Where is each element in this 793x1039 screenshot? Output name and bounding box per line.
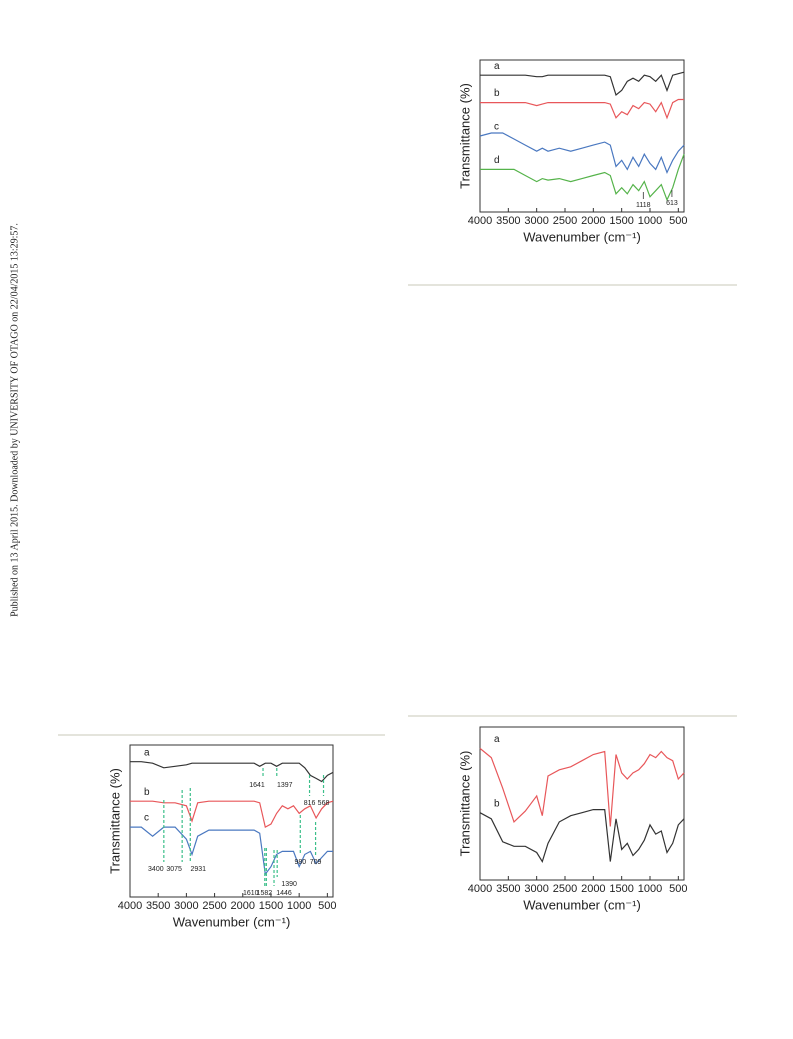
- x-tick-label: 3000: [524, 883, 548, 895]
- x-tick-label: 500: [669, 883, 687, 895]
- peak-label: 2931: [190, 866, 206, 873]
- x-tick-label: 3500: [496, 215, 520, 227]
- x-tick-label: 500: [318, 900, 336, 912]
- peak-label: 1582: [257, 890, 273, 897]
- plot-frame: [479, 726, 685, 881]
- peak-label: 1641: [249, 782, 265, 789]
- y-axis-label: Transmittance (%): [457, 83, 472, 189]
- y-axis-label: Transmittance (%): [107, 768, 122, 874]
- spectrum-line: [480, 153, 685, 202]
- peak-label: 1118: [636, 202, 651, 209]
- plot-frame: [479, 59, 685, 213]
- series-label: a: [494, 61, 500, 72]
- x-tick-label: 1500: [259, 900, 283, 912]
- x-tick-label: 2000: [581, 883, 605, 895]
- spectrum-line: [130, 800, 334, 829]
- spectrum-line: [130, 761, 334, 783]
- peak-label: 709: [310, 859, 322, 866]
- series-label: b: [494, 88, 500, 99]
- peak-label: 816: [304, 800, 316, 807]
- x-tick-label: 4000: [468, 215, 492, 227]
- x-tick-label: 3500: [496, 883, 520, 895]
- x-tick-label: 1000: [287, 900, 311, 912]
- peak-label: 980: [294, 859, 306, 866]
- sidebar-note: Published on 13 April 2015. Downloaded b…: [9, 223, 20, 617]
- y-axis-label: Transmittance (%): [457, 751, 472, 857]
- x-axis-label: Wavenumber (cm⁻¹): [523, 897, 641, 912]
- x-tick-label: 2500: [553, 215, 577, 227]
- x-tick-label: 3000: [174, 900, 198, 912]
- peak-label: 1446: [276, 890, 292, 897]
- spectrum-line: [479, 809, 685, 864]
- peak-label: 613: [666, 200, 678, 207]
- peak-label: 1610: [243, 890, 259, 897]
- peak-label: 1397: [277, 782, 293, 789]
- x-tick-label: 500: [669, 215, 687, 227]
- spectrum-line: [480, 71, 685, 97]
- x-tick-label: 4000: [468, 883, 492, 895]
- series-label: c: [494, 122, 499, 133]
- x-axis-label: Wavenumber (cm⁻¹): [523, 229, 641, 244]
- spectrum-line: [480, 98, 684, 120]
- series-label: b: [144, 787, 150, 798]
- series-label: a: [494, 734, 500, 745]
- series-label: c: [144, 813, 149, 824]
- x-tick-label: 2500: [553, 883, 577, 895]
- peak-label: 568: [318, 800, 330, 807]
- x-tick-label: 1000: [638, 215, 662, 227]
- peak-label: 3075: [166, 866, 182, 873]
- spectrum-line: [130, 826, 333, 876]
- x-tick-label: 2500: [202, 900, 226, 912]
- x-tick-label: 3500: [146, 900, 170, 912]
- x-tick-label: 1000: [638, 883, 662, 895]
- peak-label: 3400: [148, 866, 164, 873]
- series-label: b: [494, 798, 500, 809]
- x-axis-label: Wavenumber (cm⁻¹): [173, 914, 291, 929]
- series-label: a: [144, 747, 150, 758]
- plot-frame: [129, 744, 334, 898]
- x-tick-label: 1500: [609, 883, 633, 895]
- x-tick-label: 4000: [118, 900, 142, 912]
- spectrum-line: [479, 132, 685, 175]
- x-tick-label: 2000: [581, 215, 605, 227]
- x-tick-label: 1500: [609, 215, 633, 227]
- spectrum-line: [479, 747, 685, 827]
- peak-label: 1390: [281, 881, 297, 888]
- x-tick-label: 3000: [524, 215, 548, 227]
- series-label: d: [494, 155, 500, 166]
- x-tick-label: 2000: [231, 900, 255, 912]
